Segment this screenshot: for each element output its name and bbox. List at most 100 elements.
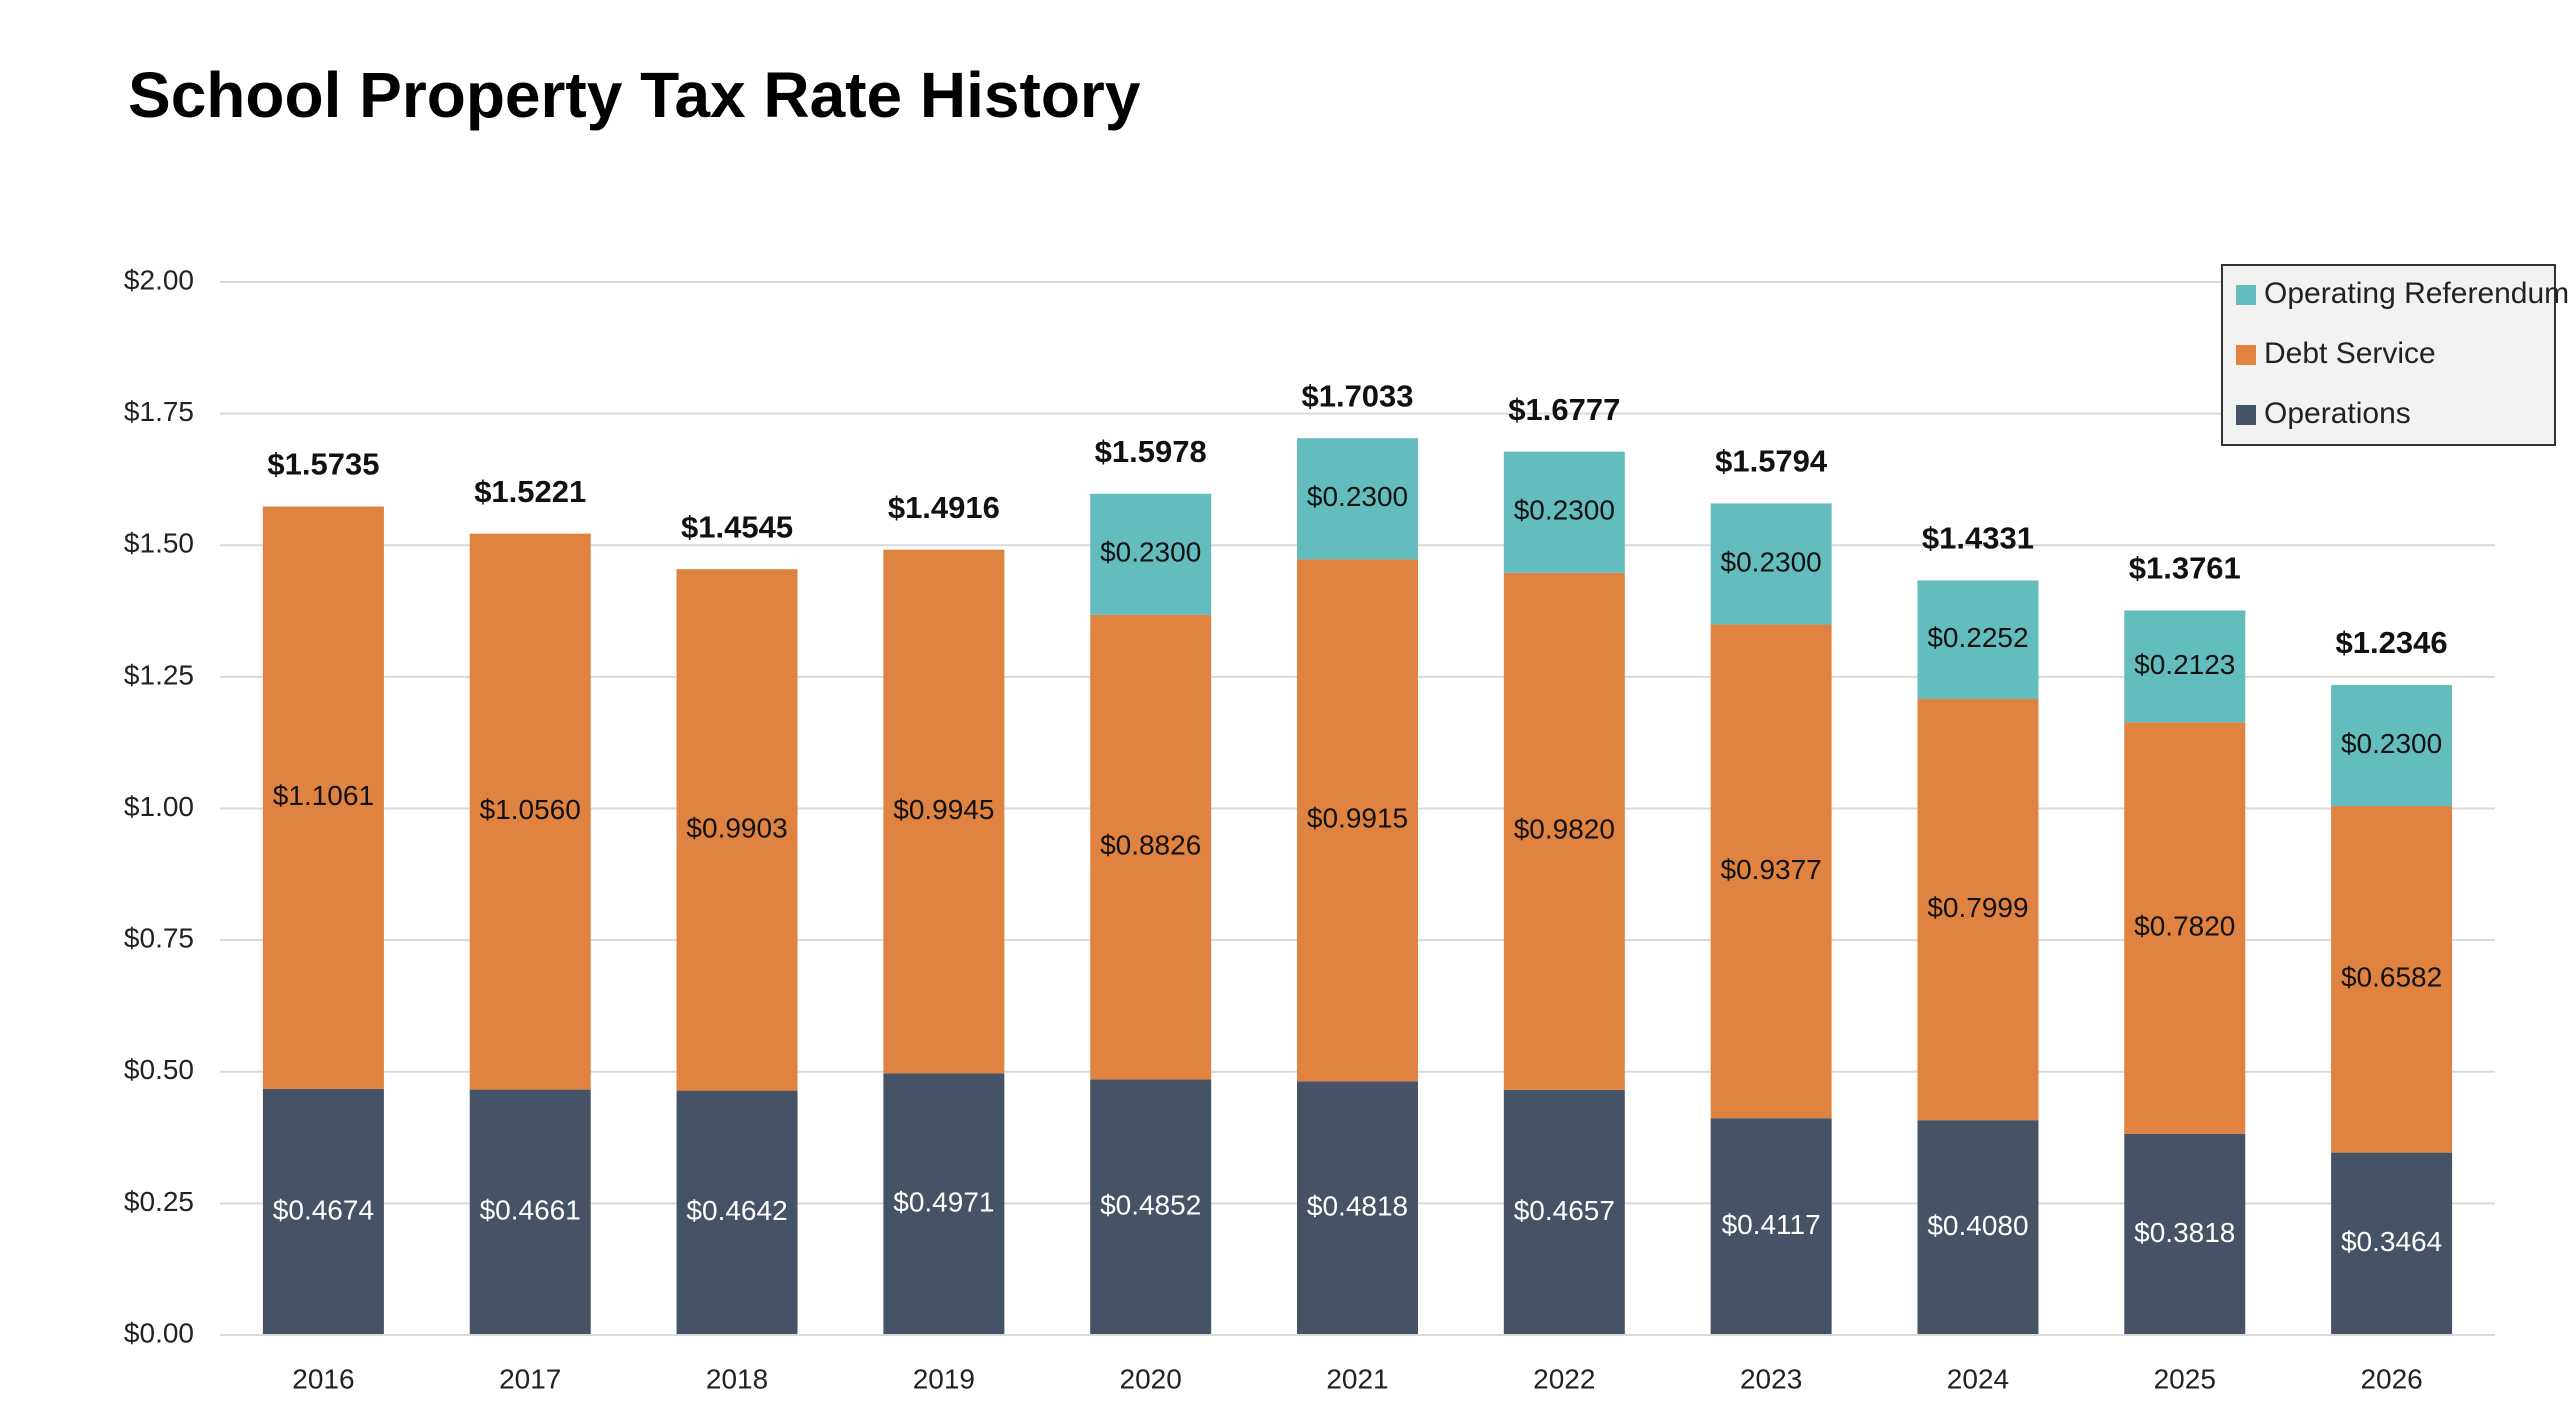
x-tick-label: 2020 <box>1120 1363 1182 1394</box>
x-tick-label: 2018 <box>706 1363 768 1394</box>
chart-title: School Property Tax Rate History <box>128 59 1141 131</box>
total-label: $1.4331 <box>1922 521 2034 556</box>
y-tick-label: $0.75 <box>124 923 194 954</box>
bar-segment <box>676 569 798 1091</box>
data-label: $0.9377 <box>1721 854 1822 885</box>
x-tick-label: 2026 <box>2360 1363 2422 1394</box>
total-label: $1.3761 <box>2129 551 2241 586</box>
data-label: $0.4852 <box>1100 1190 1201 1221</box>
data-label: $0.4661 <box>480 1195 581 1226</box>
x-tick-label: 2019 <box>913 1363 975 1394</box>
data-label: $0.4642 <box>686 1195 787 1226</box>
total-label: $1.2346 <box>2336 625 2448 660</box>
data-label: $0.9820 <box>1514 814 1615 845</box>
bar-segment <box>1297 559 1418 1082</box>
data-label: $0.3818 <box>2134 1217 2235 1248</box>
bar-segment <box>883 1073 1005 1335</box>
bar-segment <box>1503 572 1625 1090</box>
data-label: $0.4117 <box>1722 1209 1821 1240</box>
total-label: $1.5221 <box>474 474 586 509</box>
data-label: $0.9945 <box>893 794 994 825</box>
y-tick-label: $0.00 <box>124 1317 194 1348</box>
bar-segment <box>2331 684 2453 807</box>
data-label: $0.2300 <box>1307 481 1408 512</box>
total-label: $1.4916 <box>888 490 1000 525</box>
total-label: $1.5735 <box>267 447 379 482</box>
legend-swatch <box>2236 345 2256 365</box>
bar-segment <box>1917 699 2039 1121</box>
data-label: $0.2252 <box>1927 622 2028 653</box>
bar-segment <box>676 1090 798 1335</box>
bar-segment <box>2331 806 2453 1153</box>
bar-segment <box>1917 580 2039 700</box>
bar-segment <box>1503 451 1625 573</box>
x-tick-label: 2025 <box>2154 1363 2216 1394</box>
bar-segment <box>1710 624 1832 1119</box>
data-label: $1.1061 <box>273 780 374 811</box>
legend-box <box>2221 264 2556 446</box>
bar-segment <box>469 533 591 1090</box>
bar-segment <box>1090 493 1212 615</box>
y-tick-label: $1.75 <box>124 396 194 427</box>
legend-label: Operations <box>2264 397 2411 430</box>
legend-swatch <box>2236 285 2256 305</box>
data-label: $0.2300 <box>2341 728 2442 759</box>
bar-segment <box>262 506 384 1089</box>
data-label: $0.4080 <box>1927 1210 2028 1241</box>
legend-label: Operating Referendum <box>2264 277 2569 310</box>
total-label: $1.4545 <box>681 509 793 544</box>
x-tick-label: 2021 <box>1326 1363 1388 1394</box>
bar-segment <box>1297 438 1418 560</box>
data-label: $0.9915 <box>1307 803 1408 834</box>
data-label: $0.9903 <box>686 812 787 843</box>
data-label: $0.2123 <box>2134 649 2235 680</box>
bar-segment <box>2331 1152 2453 1335</box>
x-tick-label: 2022 <box>1533 1363 1595 1394</box>
legend-swatch <box>2236 405 2256 425</box>
bar-segment <box>1917 1120 2039 1335</box>
y-tick-label: $0.25 <box>124 1186 194 1217</box>
x-tick-label: 2023 <box>1740 1363 1802 1394</box>
bar-segment <box>2124 722 2246 1134</box>
data-label: $0.2300 <box>1721 546 1822 577</box>
legend-label: Debt Service <box>2264 337 2436 370</box>
bar-segment <box>469 1089 591 1335</box>
data-label: $0.4818 <box>1307 1191 1408 1222</box>
data-label: $0.7820 <box>2134 911 2235 942</box>
total-label: $1.5978 <box>1095 434 1207 469</box>
bar-segment <box>1090 1079 1212 1335</box>
bar-segment <box>2124 610 2246 723</box>
bar-segment <box>1090 614 1212 1080</box>
data-label: $0.3464 <box>2341 1226 2442 1257</box>
data-label: $0.7999 <box>1927 892 2028 923</box>
bar-segment <box>883 549 1005 1074</box>
data-label: $0.2300 <box>1514 495 1615 526</box>
data-label: $1.0560 <box>480 794 581 825</box>
bar-segment <box>1710 1118 1832 1335</box>
data-label: $0.2300 <box>1100 537 1201 568</box>
y-tick-label: $2.00 <box>124 264 194 295</box>
data-label: $0.4657 <box>1514 1195 1615 1226</box>
y-tick-label: $1.50 <box>124 528 194 559</box>
total-label: $1.6777 <box>1508 392 1620 427</box>
data-label: $0.4971 <box>893 1187 994 1218</box>
legend: Operating Referendum Debt Service Operatio… <box>2221 264 2569 446</box>
bar-segment <box>262 1088 384 1335</box>
data-label: $0.4674 <box>273 1194 374 1225</box>
y-tick-label: $0.50 <box>124 1054 194 1085</box>
data-label: $0.8826 <box>1100 830 1201 861</box>
data-label: $0.6582 <box>2341 962 2442 993</box>
y-tick-label: $1.00 <box>124 791 194 822</box>
x-tick-label: 2017 <box>499 1363 561 1394</box>
bar-segment <box>1297 1081 1418 1335</box>
bar-segment <box>1503 1089 1625 1335</box>
y-tick-label: $1.25 <box>124 659 194 690</box>
total-label: $1.7033 <box>1301 378 1413 413</box>
x-tick-label: 2016 <box>292 1363 354 1394</box>
bar-segment <box>1710 503 1832 625</box>
bar-segment <box>2124 1133 2246 1335</box>
x-tick-label: 2024 <box>1947 1363 2009 1394</box>
total-label: $1.5794 <box>1715 444 1828 479</box>
